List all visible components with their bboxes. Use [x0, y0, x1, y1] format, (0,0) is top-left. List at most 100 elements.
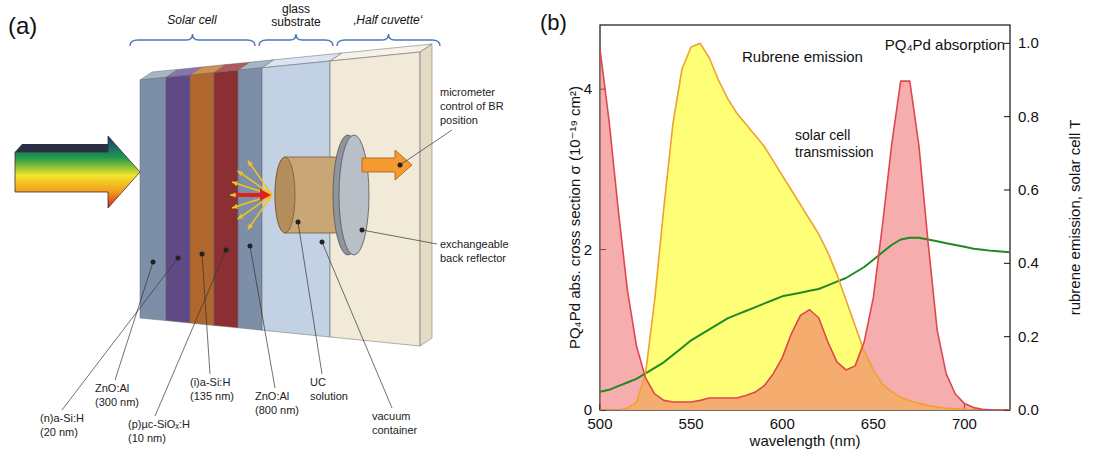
light-arrow	[15, 136, 140, 208]
light-arrow-edge	[15, 144, 115, 152]
text-line: (n)a-Si:H	[40, 412, 84, 424]
y2-tick-label: 0.6	[1018, 181, 1039, 198]
emission-arrow-head	[232, 204, 238, 209]
text-line: control of BR	[440, 100, 504, 112]
leader-dot	[176, 256, 181, 261]
emission-arrow-head	[248, 161, 253, 167]
text-line: ZnO:Al	[255, 390, 289, 402]
y2-tick-label: 0.8	[1018, 108, 1039, 125]
panel-b: (b)5005506006507000240.00.20.40.60.81.0w…	[540, 10, 1083, 449]
leader-line	[322, 242, 392, 408]
leader-dot	[360, 228, 365, 233]
text-line: glass	[282, 2, 310, 16]
plot-area	[600, 43, 1010, 410]
leader-dot	[398, 163, 403, 168]
emission-arrow-head	[230, 192, 235, 197]
brace	[337, 34, 440, 46]
y2-tick-label: 1.0	[1018, 34, 1039, 51]
leader-dot	[296, 220, 301, 225]
leader-line	[298, 222, 322, 374]
text-line: UC	[310, 376, 326, 388]
panel-label: (b)	[540, 10, 567, 35]
emission-arrow-head	[232, 181, 238, 186]
x-tick-label: 650	[861, 415, 886, 432]
uc-solution	[275, 157, 295, 233]
component-label: micrometer control of BR position	[440, 86, 504, 126]
text-line: (300 nm)	[95, 396, 139, 408]
emission-arrow	[248, 161, 272, 195]
y2-axis-title: rubrene emission, solar cell T	[1066, 120, 1083, 316]
y-tick-label: 4	[584, 80, 592, 97]
leader-line	[155, 250, 226, 416]
text-line: (10 nm)	[128, 432, 166, 444]
area-fill	[600, 43, 1010, 410]
text-line: (800 nm)	[255, 404, 299, 416]
series-label: Rubrene emission	[742, 48, 863, 65]
leader-dot	[224, 248, 229, 253]
emission-arrow	[248, 195, 272, 229]
y-tick-label: 2	[584, 241, 592, 258]
y2-tick	[1004, 263, 1010, 264]
x-axis-title: wavelength (nm)	[749, 432, 861, 449]
panel-a: (a) Solar cell glasssubstrate ‚Half cuvette…	[8, 2, 509, 444]
leader-line	[400, 130, 452, 165]
leader-line	[362, 230, 437, 244]
text-line: transmission	[795, 144, 874, 160]
red-light	[236, 193, 262, 197]
emission-arrow	[238, 195, 272, 219]
text-line: (20 nm)	[40, 426, 78, 438]
layer-label: ZnO:Al (300 nm)	[95, 382, 139, 408]
section-header: ‚Half cuvette‘	[353, 13, 423, 27]
layer	[140, 77, 166, 320]
plot-frame	[600, 25, 1010, 410]
y2-tick-label: 0.0	[1018, 401, 1039, 418]
text-line: (i)a-Si:H	[190, 376, 230, 388]
micrometer-arrow	[362, 150, 412, 180]
leader-dot	[200, 252, 205, 257]
leader-line	[250, 246, 275, 388]
area-line	[600, 43, 1010, 410]
leader-dot	[320, 240, 325, 245]
y2-tick-label: 0.2	[1018, 328, 1039, 345]
y2-tick	[1004, 336, 1010, 337]
leader-dot	[248, 244, 253, 249]
y-tick-label: 0	[584, 401, 592, 418]
layer-label: ZnO:Al (800 nm)	[255, 390, 299, 416]
panel-label: (a)	[8, 12, 37, 39]
layer-label: (p)µc-SiOₓ:H(10 nm)	[128, 418, 190, 444]
annotations: PQ₄Pd absorption Rubrene emission solar ce…	[742, 36, 1005, 160]
emission-arrow	[238, 171, 272, 195]
layer-label: (n)a-Si:H (20 nm)	[40, 412, 84, 438]
section-header: Solar cell	[167, 13, 217, 27]
y2-tick	[1004, 116, 1010, 117]
text-line: position	[440, 114, 478, 126]
brace	[130, 34, 255, 46]
layer	[190, 73, 214, 326]
emission-arrow-head	[248, 223, 253, 229]
line	[600, 238, 1010, 392]
half-cuvette-side	[420, 44, 432, 346]
layer	[214, 70, 238, 328]
component-label: vacuumcontainer	[372, 410, 418, 436]
text-line: (135 nm)	[190, 390, 234, 402]
emission-arrow-head	[238, 214, 244, 219]
x-tick-label: 700	[952, 415, 977, 432]
component-label: exchangeableback reflector	[440, 238, 509, 264]
text-line: solution	[310, 390, 348, 402]
series-label: PQ₄Pd absorption	[885, 36, 1005, 53]
axes: 5005506006507000240.00.20.40.60.81.0wave…	[566, 25, 1083, 449]
component-label: UC solution	[310, 376, 348, 402]
section-header: glasssubstrate	[271, 2, 321, 29]
leader-line	[202, 254, 210, 374]
text-line: solar cell	[795, 127, 850, 143]
area-line	[600, 49, 1010, 410]
brace	[259, 34, 333, 46]
y2-tick-label: 0.4	[1018, 254, 1039, 271]
text-line: ZnO:Al	[95, 382, 129, 394]
text-line: substrate	[271, 15, 321, 29]
figure: (a) Solar cell glasssubstrate ‚Half cuvette…	[0, 0, 1095, 456]
leader-dot	[151, 260, 156, 265]
half-cuvette	[330, 52, 420, 346]
y2-tick	[1004, 190, 1010, 191]
text-line: micrometer	[440, 86, 495, 98]
